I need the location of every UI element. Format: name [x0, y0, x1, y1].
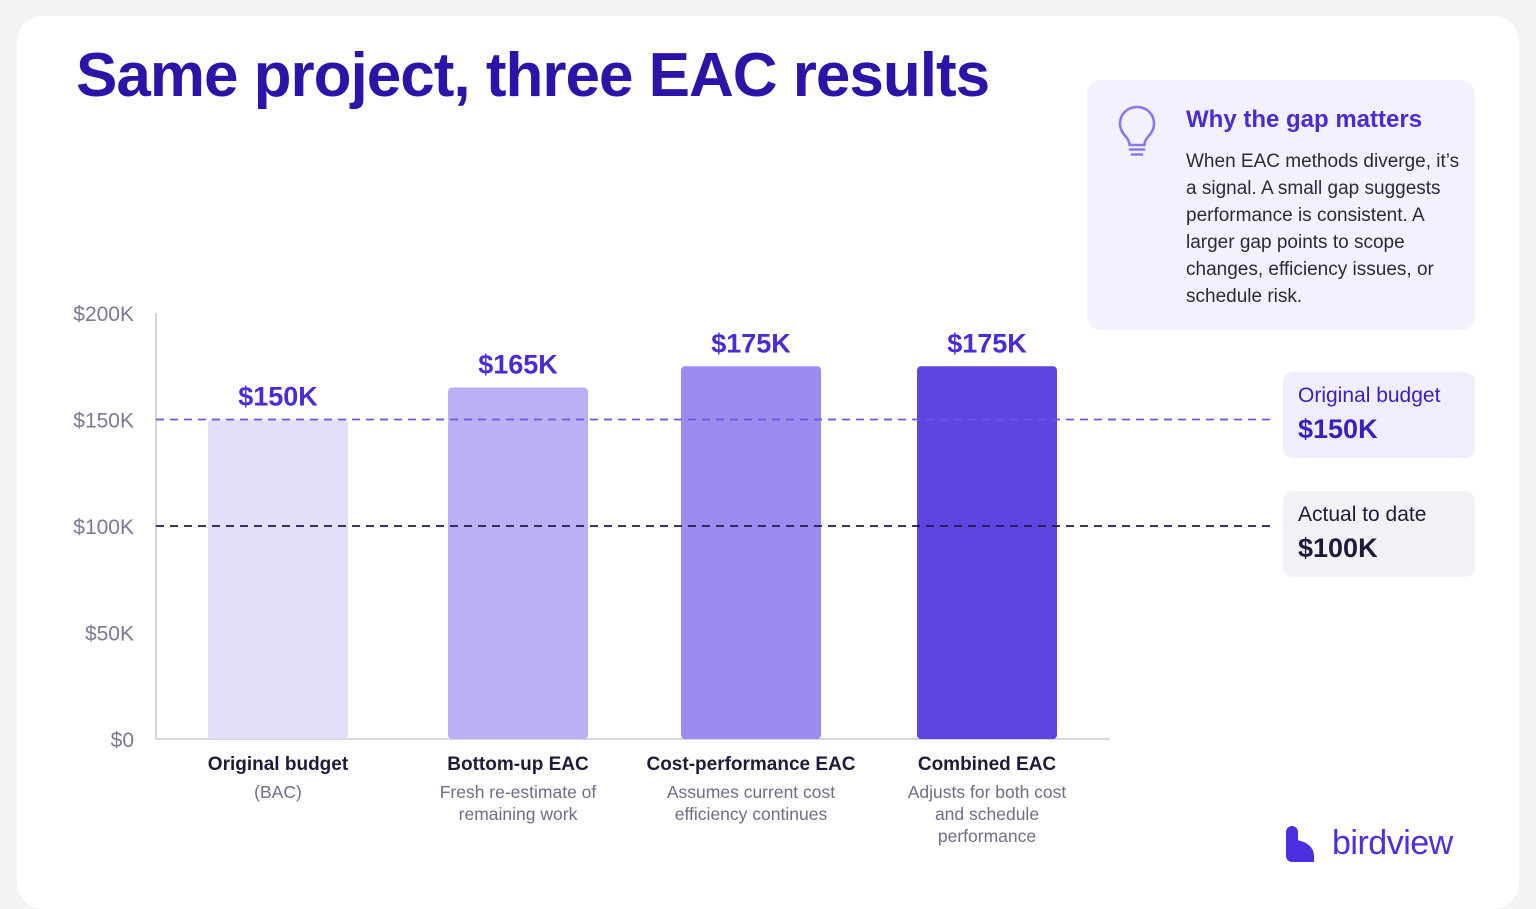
y-tick-label: $150K — [73, 410, 134, 433]
y-tick-label: $50K — [85, 623, 134, 646]
info-heading: Why the gap matters — [1186, 106, 1423, 133]
page-title: Same project, three EAC results — [76, 41, 990, 110]
bar-2 — [448, 387, 588, 739]
category-sublabel: Fresh re-estimate of remaining work — [440, 782, 597, 824]
birdview-logo-mark-icon — [1286, 826, 1314, 862]
y-tick-label: $100K — [73, 516, 134, 539]
category-label: Bottom-up EAC — [447, 754, 589, 775]
bar-value-label: $165K — [478, 350, 558, 380]
y-tick-label: $200K — [73, 303, 134, 326]
bar-value-label: $175K — [711, 328, 791, 358]
info-body: When EAC methods diverge, it’s a signal.… — [1186, 151, 1460, 307]
category-sublabel: Assumes current cost efficiency continues — [667, 782, 835, 824]
y-tick-label: $0 — [111, 729, 134, 752]
original-budget-reference: Original budget $150K — [1283, 372, 1475, 458]
bar-4 — [917, 366, 1057, 739]
actual-to-date-reference: Actual to date $100K — [1283, 491, 1475, 577]
bar-value-label: $150K — [238, 382, 318, 412]
category-label: Cost-performance EAC — [646, 754, 855, 775]
category-sublabel: (BAC) — [254, 782, 302, 802]
actual-to-date-reference-value: $100K — [1298, 533, 1378, 563]
category-sublabel: Adjusts for both cost and schedule perform… — [908, 782, 1067, 846]
bar-3 — [681, 366, 821, 739]
category-label: Combined EAC — [918, 754, 1057, 775]
original-budget-reference-value: $150K — [1298, 414, 1378, 444]
birdview-logo[interactable]: birdview — [1284, 824, 1474, 866]
actual-to-date-reference-label: Actual to date — [1298, 503, 1427, 526]
category-label: Original budget — [208, 754, 349, 775]
bar-value-label: $175K — [947, 328, 1027, 358]
lightbulb-icon — [1118, 105, 1156, 156]
birdview-wordmark: birdview — [1332, 824, 1453, 862]
info-box: Why the gap matters When EAC methods div… — [1087, 80, 1475, 330]
original-budget-reference-label: Original budget — [1298, 384, 1441, 407]
bar-1 — [208, 419, 348, 739]
